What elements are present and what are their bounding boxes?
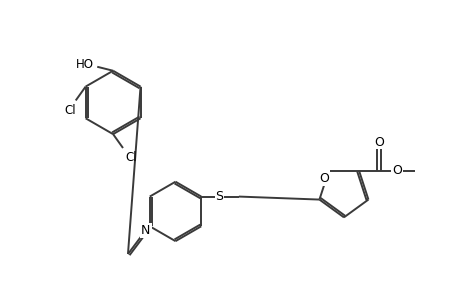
Text: S: S bbox=[215, 190, 223, 203]
Text: Cl: Cl bbox=[64, 104, 75, 117]
Text: O: O bbox=[319, 172, 328, 185]
Text: Cl: Cl bbox=[125, 152, 136, 164]
Text: O: O bbox=[391, 164, 401, 177]
Text: O: O bbox=[373, 136, 383, 148]
Text: N: N bbox=[141, 224, 150, 237]
Text: HO: HO bbox=[76, 58, 94, 71]
